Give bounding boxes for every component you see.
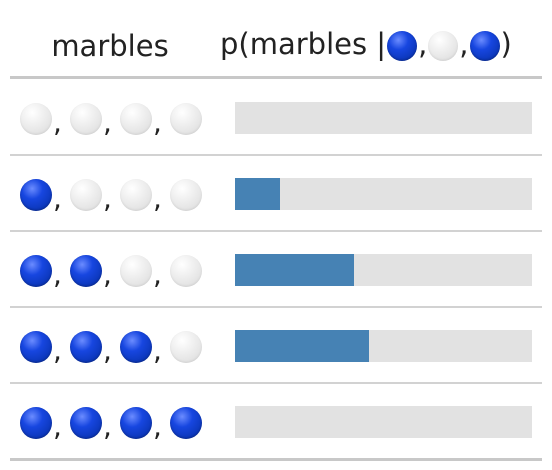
probability-header-prefix: p(marbles | — [220, 27, 387, 61]
probability-header-suffix: ) — [500, 27, 512, 61]
probability-bar-track — [235, 102, 532, 134]
blue-marble-icon — [20, 179, 52, 211]
blue-marble-icon — [70, 331, 102, 363]
white-marble-icon — [120, 103, 152, 135]
comma-separator: , — [418, 27, 428, 61]
blue-marble-icon — [20, 407, 52, 439]
table-row: ,,, — [10, 232, 542, 308]
row-divider — [10, 306, 542, 308]
white-marble-icon — [70, 179, 102, 211]
blue-marble-icon — [469, 31, 500, 61]
marble-combination: ,,, — [20, 406, 202, 443]
blue-marble-icon — [120, 331, 152, 363]
white-marble-icon — [170, 103, 202, 135]
blue-marble-icon — [170, 407, 202, 439]
marble-combination: ,,, — [20, 254, 202, 291]
comma-separator: , — [103, 258, 112, 291]
probability-bar-track — [235, 178, 532, 210]
white-marble-icon — [20, 103, 52, 135]
white-marble-icon — [120, 179, 152, 211]
probability-bar — [235, 330, 369, 362]
row-divider — [10, 230, 542, 232]
blue-marble-icon — [20, 255, 52, 287]
probability-column-header: p(marbles | , , ) — [220, 22, 512, 66]
blue-marble-icon — [120, 407, 152, 439]
white-marble-icon — [170, 331, 202, 363]
probability-bar — [235, 254, 354, 286]
probability-bar-track — [235, 406, 532, 438]
comma-separator: , — [103, 106, 112, 139]
bottom-rule — [10, 458, 542, 461]
blue-marble-icon — [387, 31, 418, 61]
comma-separator: , — [153, 106, 162, 139]
white-marble-icon — [170, 255, 202, 287]
white-marble-icon — [428, 31, 459, 61]
marbles-column-header: marbles — [51, 29, 169, 63]
table-header: marbles p(marbles | , , ) — [10, 8, 542, 76]
comma-separator: , — [53, 182, 62, 215]
comma-separator: , — [103, 334, 112, 367]
row-divider — [10, 154, 542, 156]
comma-separator: , — [103, 410, 112, 443]
table-row: ,,, — [10, 80, 542, 156]
comma-separator: , — [153, 258, 162, 291]
comma-separator: , — [53, 106, 62, 139]
probability-bar-track — [235, 254, 532, 286]
table-row: ,,, — [10, 308, 542, 384]
comma-separator: , — [53, 258, 62, 291]
comma-separator: , — [53, 410, 62, 443]
header-rule — [10, 76, 542, 79]
white-marble-icon — [70, 103, 102, 135]
blue-marble-icon — [20, 331, 52, 363]
comma-separator: , — [153, 334, 162, 367]
comma-separator: , — [53, 334, 62, 367]
observation-marbles: , , — [386, 24, 500, 64]
probability-bar-track — [235, 330, 532, 362]
white-marble-icon — [170, 179, 202, 211]
marble-combination: ,,, — [20, 178, 202, 215]
comma-separator: , — [103, 182, 112, 215]
blue-marble-icon — [70, 407, 102, 439]
white-marble-icon — [120, 255, 152, 287]
row-divider — [10, 382, 542, 384]
comma-separator: , — [153, 410, 162, 443]
marble-combination: ,,, — [20, 330, 202, 367]
marble-combination: ,,, — [20, 102, 202, 139]
comma-separator: , — [153, 182, 162, 215]
blue-marble-icon — [70, 255, 102, 287]
table-row: ,,, — [10, 384, 542, 460]
comma-separator: , — [459, 27, 469, 61]
table-row: ,,, — [10, 156, 542, 232]
probability-bar — [235, 178, 280, 210]
